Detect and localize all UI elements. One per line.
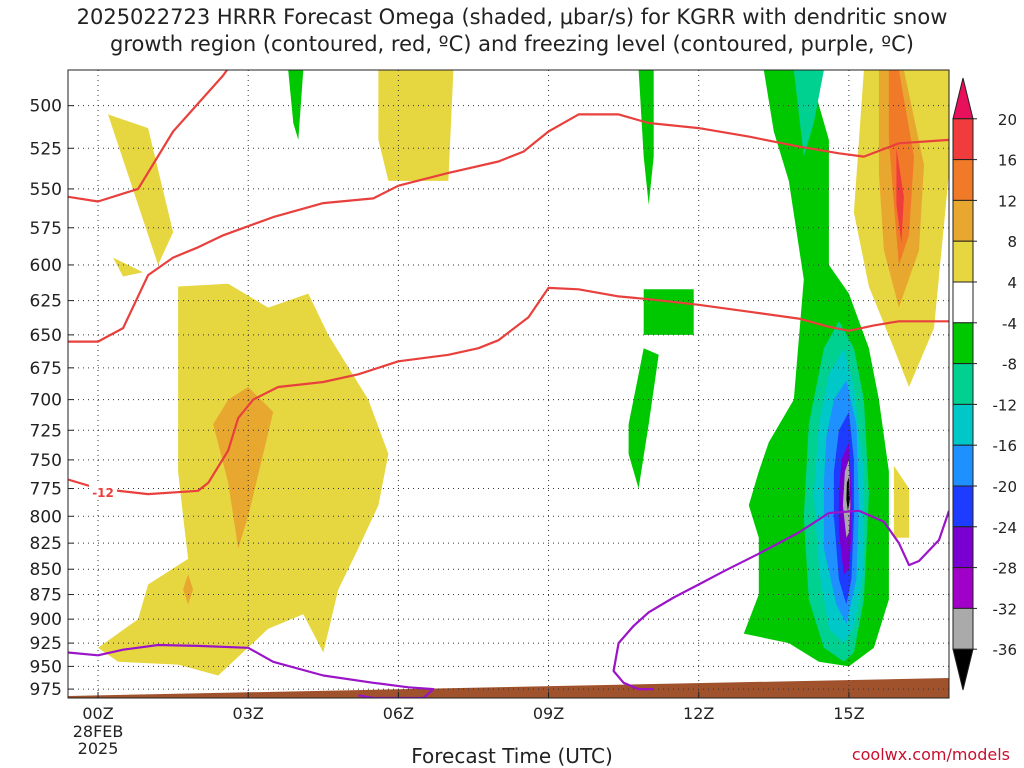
colorbar-label: 8 <box>1007 233 1017 251</box>
y-tick-label: 725 <box>30 421 62 441</box>
freezing-level-line <box>68 643 435 698</box>
y-tick-label: 650 <box>30 326 62 346</box>
chart-title-line1: 2025022723 HRRR Forecast Omega (shaded, … <box>76 5 948 29</box>
omega-shade-region <box>183 574 194 605</box>
y-axis: 500 525 550 575 600 625 650 675 700 725 750 775 800 8… <box>30 97 74 700</box>
y-tick-label: 850 <box>30 560 62 580</box>
colorbar-arrow-bottom <box>952 648 974 691</box>
y-tick-label: 800 <box>30 507 62 527</box>
colorbar-segment <box>952 403 974 446</box>
y-tick-label: 525 <box>30 139 62 159</box>
x-tick-label: 15Z <box>833 704 864 723</box>
freezing-level-line <box>612 509 949 691</box>
colorbar: 20 16 12 8 4 -4 -8 -12 -16 -20 -24 -28 -32 -36 <box>952 77 1018 691</box>
dgz-contour-line <box>68 70 229 203</box>
x-tick-label: 09Z <box>533 704 564 723</box>
dgz-contour-label: -12 <box>92 486 114 500</box>
colorbar-segment <box>952 281 974 324</box>
colorbar-label: -16 <box>993 437 1018 455</box>
x-axis-title: Forecast Time (UTC) <box>411 744 613 768</box>
omega-shade-region <box>888 70 914 265</box>
colorbar-segment <box>952 322 974 365</box>
colorbar-label: -20 <box>993 478 1018 496</box>
colorbar-label: -28 <box>993 560 1018 578</box>
colorbar-label: -36 <box>993 641 1018 659</box>
colorbar-segment <box>952 444 974 487</box>
y-tick-label: 700 <box>30 391 62 411</box>
plot-frame <box>67 69 950 699</box>
colorbar-segment <box>952 363 974 405</box>
colorbar-label: 16 <box>998 152 1017 170</box>
terrain-fill <box>68 678 949 698</box>
dgz-contour-line <box>68 286 949 496</box>
freezing-level-contours <box>68 509 949 698</box>
y-tick-label: 550 <box>30 180 62 200</box>
colorbar-segment <box>952 526 974 569</box>
colorbar-label: -24 <box>993 519 1018 537</box>
credit-text: coolwx.com/models <box>851 745 1010 764</box>
y-tick-label: 600 <box>30 256 62 276</box>
colorbar-label: 4 <box>1007 274 1017 292</box>
colorbar-label: -32 <box>993 600 1018 618</box>
colorbar-segment <box>952 607 974 650</box>
omega-shade-region <box>378 70 454 181</box>
colorbar-label: 12 <box>998 192 1017 210</box>
omega-shade-region <box>288 70 304 140</box>
grid <box>68 70 949 698</box>
y-tick-label: 950 <box>30 657 62 677</box>
colorbar-label: -12 <box>993 396 1018 414</box>
y-tick-label: 925 <box>30 634 62 654</box>
x-tick-label: 12Z <box>683 704 714 723</box>
y-tick-label: 625 <box>30 292 62 312</box>
y-tick-label: 775 <box>30 480 62 500</box>
omega-shade-region <box>896 148 904 243</box>
omega-shade-region <box>213 387 274 549</box>
colorbar-arrow-top <box>952 77 974 120</box>
contour-label-bg <box>89 483 118 499</box>
x-tick-label: 06Z <box>383 704 414 723</box>
y-tick-label: 750 <box>30 451 62 471</box>
x-date-label: 2025 <box>78 739 119 758</box>
y-tick-label: 900 <box>30 610 62 630</box>
chart-title: 2025022723 HRRR Forecast Omega (shaded, … <box>0 4 1024 58</box>
colorbar-segment <box>952 240 974 283</box>
y-tick-label: 675 <box>30 359 62 379</box>
x-date-label: 28FEB <box>73 722 124 741</box>
colorbar-segment <box>952 199 974 242</box>
y-tick-label: 500 <box>30 97 62 117</box>
colorbar-label: -8 <box>1002 356 1017 374</box>
y-tick-label: 975 <box>30 680 62 700</box>
omega-shade-region <box>108 114 174 265</box>
omega-shade-region <box>113 257 144 277</box>
omega-shade-region <box>643 289 694 335</box>
dgz-contours: -12 <box>68 70 949 500</box>
colorbar-label: 20 <box>998 111 1017 129</box>
omega-shading <box>98 70 949 676</box>
y-tick-label: 875 <box>30 586 62 606</box>
colorbar-segment <box>952 567 974 609</box>
colorbar-segment <box>952 159 974 201</box>
x-tick-label: 00Z <box>82 704 113 723</box>
dgz-contour-line <box>68 113 949 343</box>
omega-shade-region <box>638 70 654 205</box>
terrain <box>68 678 949 698</box>
colorbar-label: -4 <box>1002 315 1017 333</box>
y-tick-label: 825 <box>30 534 62 554</box>
y-tick-label: 575 <box>30 219 62 239</box>
omega-shade-region <box>793 70 824 157</box>
omega-shade-region <box>893 465 909 538</box>
colorbar-segment <box>952 118 974 161</box>
x-tick-label: 03Z <box>233 704 264 723</box>
colorbar-segment <box>952 485 974 528</box>
chart-title-line2: growth region (contoured, red, ºC) and f… <box>110 32 914 56</box>
omega-shade-region <box>628 348 659 489</box>
